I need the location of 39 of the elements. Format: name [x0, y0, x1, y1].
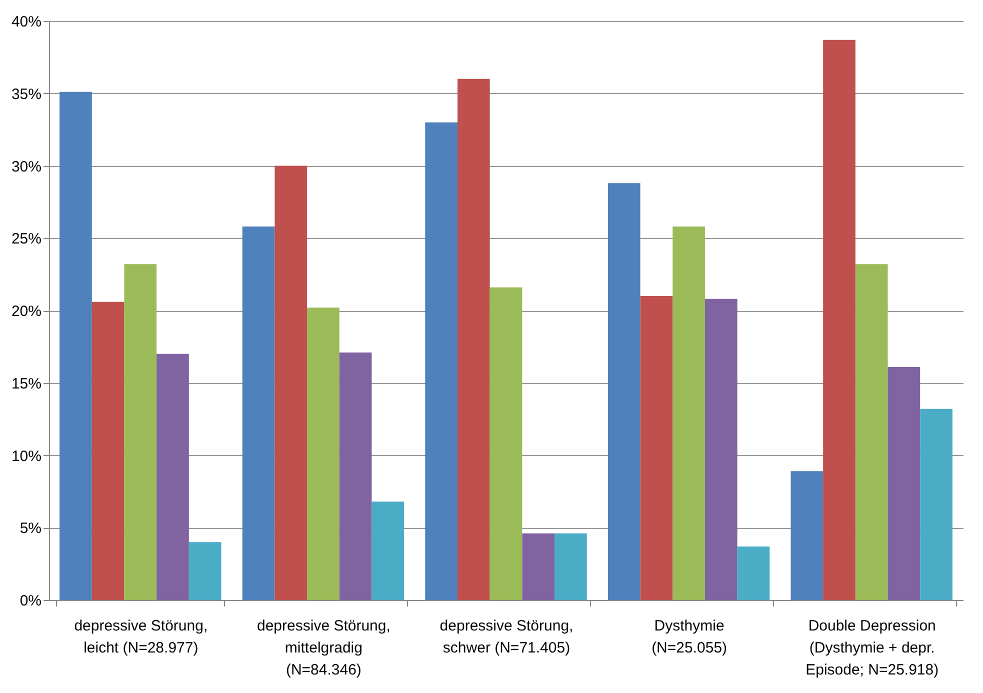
x-tick-label: Dysthymie (N=25.055): [652, 618, 728, 656]
bar: [457, 78, 490, 600]
bar: [823, 40, 856, 600]
bar: [124, 264, 157, 600]
y-tick-label: 10%: [11, 448, 42, 465]
bar: [339, 352, 372, 600]
bar: [242, 226, 275, 600]
y-tick-label: 0%: [20, 592, 42, 610]
x-tick-label: depressive Störung, leicht (N=28.977): [74, 618, 208, 656]
bar: [640, 296, 673, 600]
y-tick-label: 25%: [11, 230, 42, 248]
bar: [490, 287, 522, 600]
bar: [920, 408, 952, 600]
bar: [188, 542, 222, 600]
bar: [274, 166, 308, 600]
bar: [737, 546, 770, 600]
y-tick-label: 40%: [11, 14, 42, 30]
bar: [425, 122, 458, 600]
bar: [672, 226, 705, 600]
bar: [888, 366, 920, 600]
y-tick-label: 15%: [11, 375, 42, 392]
bar: [522, 533, 555, 600]
x-tick-label: Double Depression (Dysthymie + depr. Episode; N=25.918): [806, 618, 939, 678]
bar: [60, 92, 92, 600]
bar: [307, 308, 340, 600]
x-tick-label: depressive Störung, mittelgradig (N=84.346): [256, 618, 390, 678]
y-tick-label: 20%: [11, 303, 42, 320]
y-tick-label: 5%: [20, 520, 42, 538]
x-tick-label: depressive Störung, schwer (N=71.405): [440, 618, 574, 656]
bar: [92, 302, 124, 600]
bar: [372, 502, 404, 600]
bar: [608, 183, 640, 600]
bar: [554, 533, 587, 600]
y-tick-label: 30%: [11, 158, 42, 176]
bar: [156, 354, 189, 600]
y-tick-label: 35%: [11, 86, 42, 103]
bar: [855, 264, 888, 600]
bar: [790, 471, 824, 600]
bar: [704, 298, 738, 600]
